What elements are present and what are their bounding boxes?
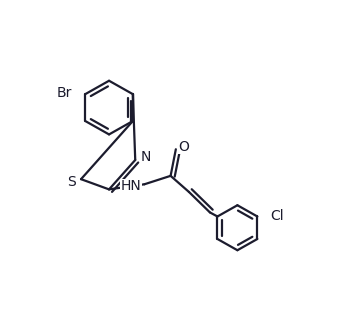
Text: Cl: Cl xyxy=(270,209,284,223)
Text: N: N xyxy=(141,150,151,164)
Text: O: O xyxy=(178,140,189,154)
Text: HN: HN xyxy=(121,179,142,193)
Text: Br: Br xyxy=(56,86,72,100)
Text: S: S xyxy=(68,175,76,189)
